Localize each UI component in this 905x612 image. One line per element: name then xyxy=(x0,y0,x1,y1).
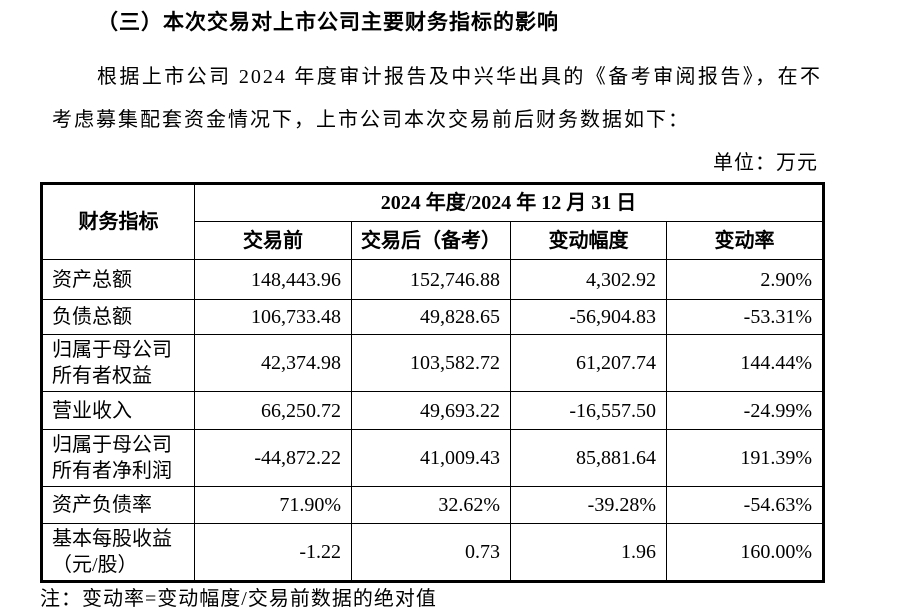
value-cell: 49,828.65 xyxy=(351,299,511,335)
value-cell: 32.62% xyxy=(351,486,511,524)
row-label: 归属于母公司所有者净利润 xyxy=(41,429,195,487)
col-header-pre-transaction: 交易前 xyxy=(194,221,352,260)
table-header-row-period: 财务指标 2024 年度/2024 年 12 月 31 日 xyxy=(41,183,824,260)
value-cell: 1.96 xyxy=(510,523,667,582)
row-label: 归属于母公司所有者权益 xyxy=(41,334,195,392)
footnote: 注：变动率=变动幅度/交易前数据的绝对值 xyxy=(40,588,437,610)
value-cell: 41,009.43 xyxy=(351,429,511,487)
table-row: 归属于母公司所有者权益 42,374.98 103,582.72 61,207.… xyxy=(41,334,824,392)
col-header-post-transaction: 交易后（备考） xyxy=(351,221,511,260)
section-title: （三）本次交易对上市公司主要财务指标的影响 xyxy=(97,11,559,34)
value-cell: 85,881.64 xyxy=(510,429,667,487)
table-row: 资产负债率 71.90% 32.62% -39.28% -54.63% xyxy=(41,486,824,524)
value-cell: 0.73 xyxy=(351,523,511,582)
value-cell: 61,207.74 xyxy=(510,334,667,392)
value-cell: 148,443.96 xyxy=(194,259,352,300)
corner-header-financial-indicator: 财务指标 xyxy=(41,183,195,260)
value-cell: 4,302.92 xyxy=(510,259,667,300)
value-cell: 191.39% xyxy=(666,429,824,487)
table-row: 归属于母公司所有者净利润 -44,872.22 41,009.43 85,881… xyxy=(41,429,824,487)
value-cell: -53.31% xyxy=(666,299,824,335)
period-header: 2024 年度/2024 年 12 月 31 日 xyxy=(194,183,824,222)
value-cell: -1.22 xyxy=(194,523,352,582)
col-header-change-rate: 变动率 xyxy=(666,221,824,260)
row-label: 营业收入 xyxy=(41,391,195,430)
table-row: 负债总额 106,733.48 49,828.65 -56,904.83 -53… xyxy=(41,299,824,335)
col-header-change-amount: 变动幅度 xyxy=(510,221,667,260)
financial-indicators-table: 财务指标 2024 年度/2024 年 12 月 31 日 交易前 交易后（备考… xyxy=(40,182,825,583)
table-row: 基本每股收益（元/股） -1.22 0.73 1.96 160.00% xyxy=(41,523,824,582)
value-cell: -54.63% xyxy=(666,486,824,524)
value-cell: 160.00% xyxy=(666,523,824,582)
value-cell: -39.28% xyxy=(510,486,667,524)
value-cell: 144.44% xyxy=(666,334,824,392)
unit-label: 单位：万元 xyxy=(713,152,818,174)
table-row: 资产总额 148,443.96 152,746.88 4,302.92 2.90… xyxy=(41,259,824,300)
value-cell: 66,250.72 xyxy=(194,391,352,430)
document-page: （三）本次交易对上市公司主要财务指标的影响 根据上市公司 2024 年度审计报告… xyxy=(40,11,825,610)
value-cell: 2.90% xyxy=(666,259,824,300)
value-cell: -44,872.22 xyxy=(194,429,352,487)
row-label: 负债总额 xyxy=(41,299,195,335)
value-cell: 103,582.72 xyxy=(351,334,511,392)
value-cell: -56,904.83 xyxy=(510,299,667,335)
value-cell: 152,746.88 xyxy=(351,259,511,300)
value-cell: 42,374.98 xyxy=(194,334,352,392)
intro-paragraph: 根据上市公司 2024 年度审计报告及中兴华出具的《备考审阅报告》，在不考虑募集… xyxy=(52,66,822,131)
value-cell: 71.90% xyxy=(194,486,352,524)
value-cell: -16,557.50 xyxy=(510,391,667,430)
value-cell: 49,693.22 xyxy=(351,391,511,430)
value-cell: -24.99% xyxy=(666,391,824,430)
row-label: 资产总额 xyxy=(41,259,195,300)
table-header-row-columns: 交易前 交易后（备考） 变动幅度 变动率 xyxy=(42,221,824,260)
value-cell: 106,733.48 xyxy=(194,299,352,335)
row-label: 资产负债率 xyxy=(41,486,195,524)
table-row: 营业收入 66,250.72 49,693.22 -16,557.50 -24.… xyxy=(41,391,824,430)
row-label: 基本每股收益（元/股） xyxy=(41,523,195,582)
